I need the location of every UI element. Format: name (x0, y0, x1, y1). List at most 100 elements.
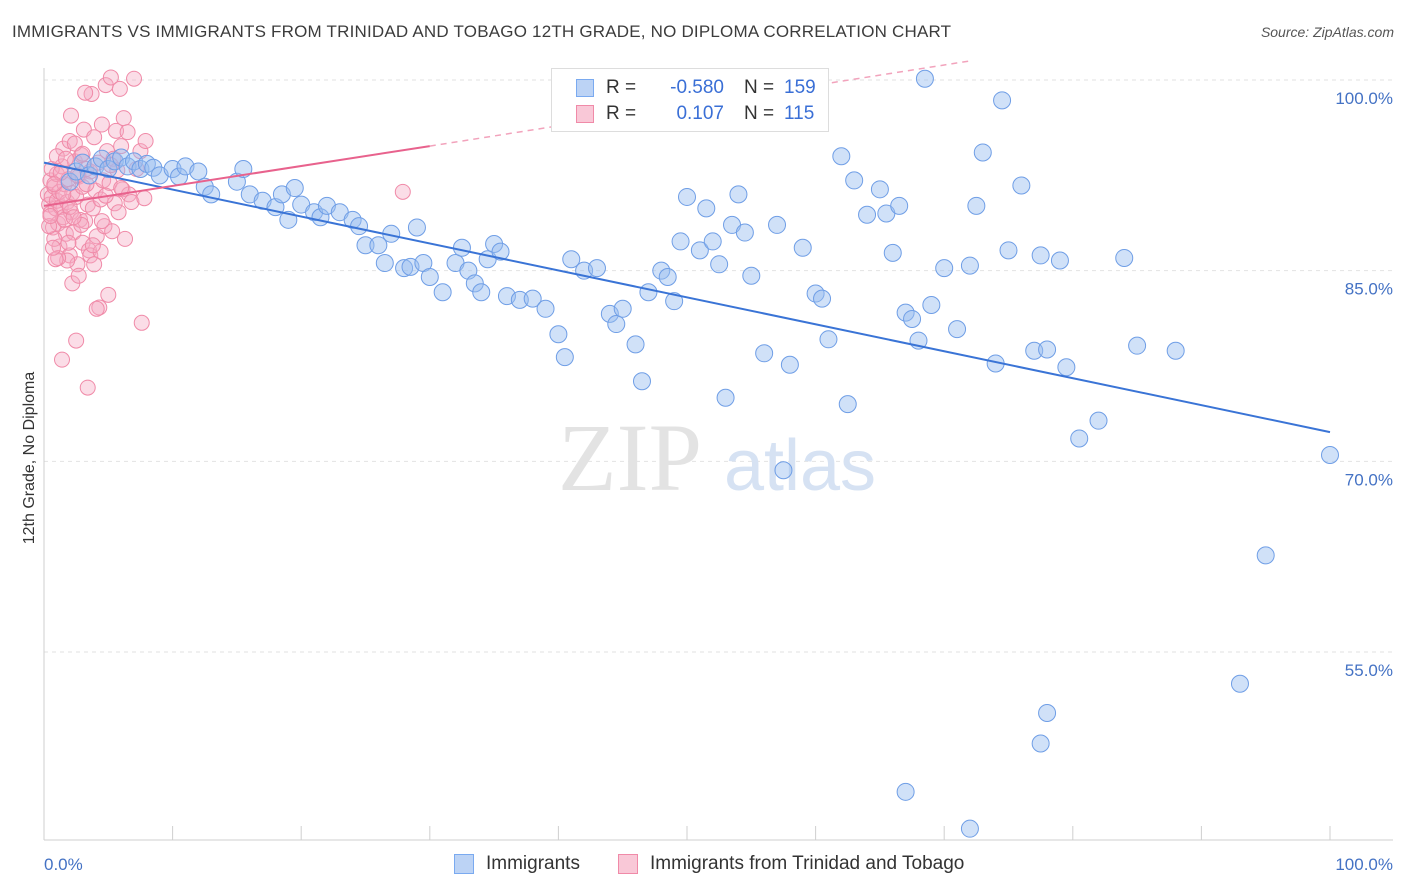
trinidad-point (111, 80, 128, 97)
immigrants-point (587, 259, 606, 278)
series-legend-immigrants: Immigrants (454, 852, 580, 876)
immigrants-point (774, 461, 793, 480)
trinidad-point (41, 218, 58, 235)
trinidad-point (63, 107, 80, 124)
immigrants-point (536, 299, 555, 318)
immigrants-point (780, 355, 799, 374)
immigrants-point (870, 180, 889, 199)
immigrants-point (356, 236, 375, 255)
immigrants-point (883, 243, 902, 262)
trinidad-point (90, 154, 107, 171)
immigrants-point (189, 162, 208, 181)
trinidad-point (60, 234, 77, 251)
immigrants-point (234, 159, 253, 178)
immigrants-point (1256, 546, 1275, 565)
immigrants-point (562, 250, 581, 269)
watermark-atlas: atlas (724, 426, 876, 506)
immigrants-point (658, 268, 677, 287)
y-tick-label: 70.0% (1345, 470, 1393, 489)
immigrants-point (697, 199, 716, 218)
immigrants-point (993, 91, 1012, 110)
immigrants-point (465, 274, 484, 293)
immigrants-point (1321, 445, 1339, 464)
trinidad-point (126, 70, 143, 87)
immigrants-point (1230, 674, 1249, 693)
immigrants-point (607, 315, 626, 334)
immigrants-point (626, 335, 645, 354)
correlation-legend: R = -0.580 N = 159 R = 0.107 N = 115 (551, 68, 829, 132)
immigrants-point (671, 232, 690, 251)
x-tick-label-min: 0.0% (44, 855, 83, 874)
immigrants-point (1166, 341, 1185, 360)
trinidad-point (77, 84, 94, 101)
legend-swatch-immigrants (576, 79, 594, 97)
immigrants-point (1012, 176, 1031, 195)
trinidad-point (123, 194, 140, 211)
immigrants-point (967, 196, 986, 215)
legend-row-trinidad: R = 0.107 N = 115 (576, 103, 814, 125)
immigrants-point (735, 223, 754, 242)
trinidad-point (83, 85, 100, 102)
immigrants-point (1115, 248, 1134, 267)
immigrants-point (1038, 340, 1057, 359)
trinidad-point (93, 116, 110, 133)
trinidad-point (86, 256, 103, 273)
immigrants-point (832, 147, 851, 166)
trinidad-point (82, 247, 99, 264)
immigrants-point (755, 344, 774, 363)
immigrants-point (549, 325, 568, 344)
immigrants-point (903, 309, 922, 328)
trinidad-point (133, 314, 150, 331)
trinidad-point (57, 150, 74, 167)
immigrants-point (729, 185, 748, 204)
immigrants-point (485, 234, 504, 253)
immigrants-point (202, 185, 221, 204)
immigrants-trend-line (43, 161, 1331, 434)
immigrants-point (935, 259, 954, 278)
immigrants-point (555, 348, 574, 367)
immigrants-point (491, 242, 510, 261)
immigrants-point (144, 158, 163, 177)
immigrants-point (890, 196, 909, 215)
legend-r-label: R = (606, 103, 637, 124)
source-label: Source: ZipAtlas.com (1260, 24, 1394, 40)
immigrants-point (523, 289, 542, 308)
watermark-zip: ZIP (558, 404, 702, 511)
watermark: ZIP atlas (558, 404, 876, 511)
immigrants-point (613, 299, 632, 318)
immigrants-point (703, 232, 722, 251)
trinidad-point (102, 69, 119, 86)
trinidad-point (119, 124, 136, 141)
trinidad-point (136, 190, 153, 207)
trinidad-point (117, 230, 134, 247)
legend-n-value: 115 (784, 103, 815, 124)
immigrants-point (632, 372, 651, 391)
legend-r-value: -0.580 (670, 77, 724, 98)
immigrants-point (922, 295, 941, 314)
trinidad-point (86, 129, 103, 146)
immigrants-point (1128, 336, 1147, 355)
immigrants-point (285, 179, 304, 198)
immigrants-point (375, 254, 394, 273)
trinidad-point (79, 379, 96, 396)
immigrants-point (369, 236, 388, 255)
legend-r-label: R = (606, 77, 637, 98)
immigrants-point (960, 819, 979, 838)
immigrants-point (350, 217, 369, 236)
immigrants-point (858, 205, 877, 224)
immigrants-point (960, 256, 979, 275)
trinidad-point (108, 122, 125, 139)
immigrants-point (1070, 429, 1089, 448)
immigrants-point (420, 268, 439, 287)
legend-n-label: N = (744, 103, 775, 124)
immigrants-point (678, 187, 696, 206)
trinidad-point (104, 223, 121, 240)
trinidad-point (69, 256, 86, 273)
immigrants-point (343, 210, 362, 229)
immigrants-point (60, 172, 79, 191)
immigrants-point (1025, 341, 1044, 360)
trinidad-point (115, 110, 132, 127)
immigrants-point (716, 388, 735, 407)
trinidad-trend-line (43, 145, 430, 207)
